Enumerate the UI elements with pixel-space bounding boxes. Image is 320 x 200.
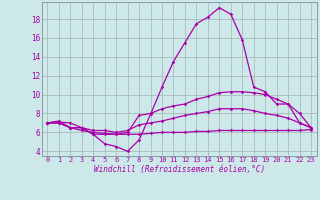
X-axis label: Windchill (Refroidissement éolien,°C): Windchill (Refroidissement éolien,°C): [94, 165, 265, 174]
